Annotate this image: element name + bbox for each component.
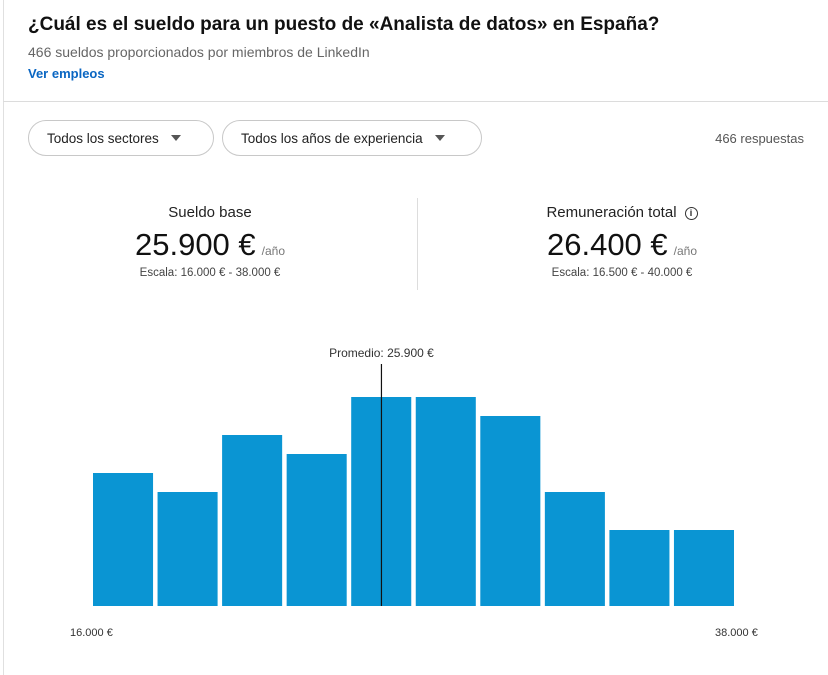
histogram-bar[interactable]	[544, 492, 605, 606]
x-tick-min: 16.000 €	[70, 627, 113, 639]
experience-filter-dropdown[interactable]: Todos los años de experiencia	[222, 120, 482, 156]
page-title: ¿Cuál es el sueldo para un puesto de «An…	[28, 14, 660, 35]
total-pay-range: Escala: 16.500 € - 40.000 €	[551, 267, 693, 279]
subtitle: 466 sueldos proporcionados por miembros …	[28, 44, 370, 60]
mean-label: Promedio: 25.900 €	[329, 346, 434, 360]
caret-down-icon	[434, 135, 445, 141]
card-frame	[3, 0, 828, 675]
base-salary-value: 25.900 €	[134, 227, 256, 262]
sector-filter-dropdown[interactable]: Todos los sectores	[28, 120, 214, 156]
x-tick-max: 38.000 €	[715, 627, 758, 639]
histogram-bar[interactable]	[222, 435, 283, 606]
histogram-bar[interactable]	[480, 416, 541, 606]
histogram-bar[interactable]	[157, 492, 218, 606]
sector-filter-label: Todos los sectores	[47, 130, 159, 146]
salary-histogram: Promedio: 25.900 €	[93, 346, 734, 606]
experience-filter-label: Todos los años de experiencia	[241, 130, 423, 146]
histogram-bar[interactable]	[609, 530, 670, 606]
base-salary-stat: Sueldo base 25.900 € /año Escala: 16.000 …	[80, 204, 340, 279]
histogram-bar[interactable]	[673, 530, 734, 606]
view-jobs-link[interactable]: Ver empleos	[28, 66, 105, 81]
total-pay-unit: /año	[673, 244, 698, 258]
base-salary-range: Escala: 16.000 € - 38.000 €	[139, 267, 281, 279]
divider	[3, 101, 828, 102]
histogram-bar[interactable]	[286, 454, 347, 606]
info-icon[interactable]: i	[684, 207, 698, 220]
base-salary-unit: /año	[261, 244, 286, 258]
total-pay-stat: Remuneración total i 26.400 € /año Escala:…	[492, 204, 752, 279]
total-pay-label: Remuneración total	[546, 204, 677, 221]
histogram-bar[interactable]	[93, 473, 154, 606]
caret-down-icon	[170, 135, 181, 141]
total-pay-value: 26.400 €	[546, 227, 668, 262]
histogram-bar[interactable]	[415, 397, 476, 606]
responses-count: 466 respuestas	[715, 131, 804, 146]
base-salary-label: Sueldo base	[168, 204, 252, 221]
stat-divider	[417, 198, 418, 290]
